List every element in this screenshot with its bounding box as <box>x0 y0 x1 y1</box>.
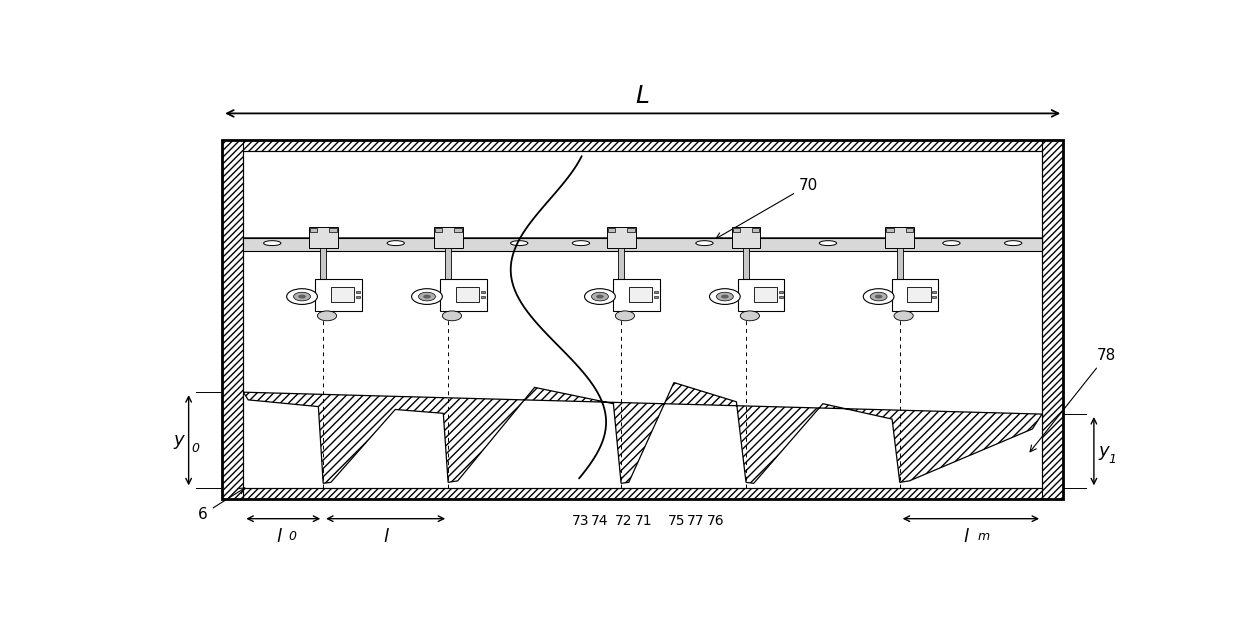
Circle shape <box>423 295 430 299</box>
Polygon shape <box>732 227 760 248</box>
Text: 74: 74 <box>591 514 609 528</box>
Polygon shape <box>243 151 1042 488</box>
Polygon shape <box>222 140 243 499</box>
Polygon shape <box>435 228 443 232</box>
Text: 75: 75 <box>668 514 686 528</box>
Polygon shape <box>885 227 914 248</box>
Circle shape <box>615 311 635 321</box>
Text: y: y <box>1099 442 1110 460</box>
Polygon shape <box>653 296 657 298</box>
Ellipse shape <box>1004 241 1022 246</box>
Polygon shape <box>932 296 936 298</box>
Text: 0: 0 <box>191 441 200 454</box>
Polygon shape <box>454 228 461 232</box>
Polygon shape <box>222 488 1063 499</box>
Polygon shape <box>779 292 782 293</box>
Polygon shape <box>309 227 337 248</box>
Ellipse shape <box>573 241 589 246</box>
Text: m: m <box>977 530 990 544</box>
Circle shape <box>596 295 604 299</box>
Polygon shape <box>892 279 939 311</box>
Polygon shape <box>356 296 360 298</box>
Text: l: l <box>277 528 281 545</box>
Circle shape <box>870 292 887 301</box>
Circle shape <box>720 295 729 299</box>
Text: 71: 71 <box>635 514 652 528</box>
Ellipse shape <box>820 241 837 246</box>
Polygon shape <box>905 228 913 232</box>
Text: 6: 6 <box>198 488 244 522</box>
Polygon shape <box>932 292 936 293</box>
Polygon shape <box>315 279 362 311</box>
Circle shape <box>584 289 615 304</box>
Polygon shape <box>445 248 451 279</box>
Polygon shape <box>629 287 652 302</box>
Circle shape <box>863 289 894 304</box>
Polygon shape <box>754 287 776 302</box>
Circle shape <box>419 292 435 301</box>
Polygon shape <box>908 287 930 302</box>
Polygon shape <box>779 296 782 298</box>
Polygon shape <box>606 227 635 248</box>
Circle shape <box>591 292 609 301</box>
Circle shape <box>443 311 461 321</box>
Polygon shape <box>738 279 785 311</box>
Text: L: L <box>636 84 650 108</box>
Text: 73: 73 <box>572 514 589 528</box>
Polygon shape <box>440 279 486 311</box>
Ellipse shape <box>264 241 281 246</box>
Circle shape <box>709 289 740 304</box>
Circle shape <box>740 311 759 321</box>
Text: y: y <box>174 431 184 449</box>
Polygon shape <box>751 228 759 232</box>
Circle shape <box>298 295 306 299</box>
Text: 78: 78 <box>1030 348 1116 452</box>
Ellipse shape <box>387 241 404 246</box>
Text: 0: 0 <box>288 530 296 544</box>
Polygon shape <box>897 248 903 279</box>
Ellipse shape <box>511 241 528 246</box>
Ellipse shape <box>942 241 960 246</box>
Polygon shape <box>456 287 479 302</box>
Polygon shape <box>243 238 1042 251</box>
Circle shape <box>317 311 336 321</box>
Polygon shape <box>608 228 615 232</box>
Polygon shape <box>356 292 360 293</box>
Polygon shape <box>619 248 624 279</box>
Circle shape <box>294 292 310 301</box>
Polygon shape <box>733 228 740 232</box>
Text: 76: 76 <box>707 514 724 528</box>
Text: l: l <box>383 528 388 545</box>
Polygon shape <box>481 292 485 293</box>
Ellipse shape <box>696 241 713 246</box>
Text: 77: 77 <box>687 514 704 528</box>
Polygon shape <box>320 248 326 279</box>
Polygon shape <box>614 279 660 311</box>
Circle shape <box>412 289 443 304</box>
Text: 72: 72 <box>615 514 632 528</box>
Polygon shape <box>434 227 463 248</box>
Text: 70: 70 <box>715 177 818 239</box>
Polygon shape <box>743 248 749 279</box>
Text: 1: 1 <box>1109 452 1116 466</box>
Polygon shape <box>627 228 635 232</box>
Circle shape <box>874 295 883 299</box>
Polygon shape <box>310 228 317 232</box>
Polygon shape <box>329 228 336 232</box>
Polygon shape <box>1042 140 1063 499</box>
Polygon shape <box>331 287 353 302</box>
Text: l: l <box>963 528 968 545</box>
Polygon shape <box>887 228 894 232</box>
Polygon shape <box>481 296 485 298</box>
Circle shape <box>286 289 317 304</box>
Polygon shape <box>653 292 657 293</box>
Polygon shape <box>243 383 1042 484</box>
Polygon shape <box>222 140 1063 151</box>
Circle shape <box>894 311 913 321</box>
Circle shape <box>717 292 733 301</box>
